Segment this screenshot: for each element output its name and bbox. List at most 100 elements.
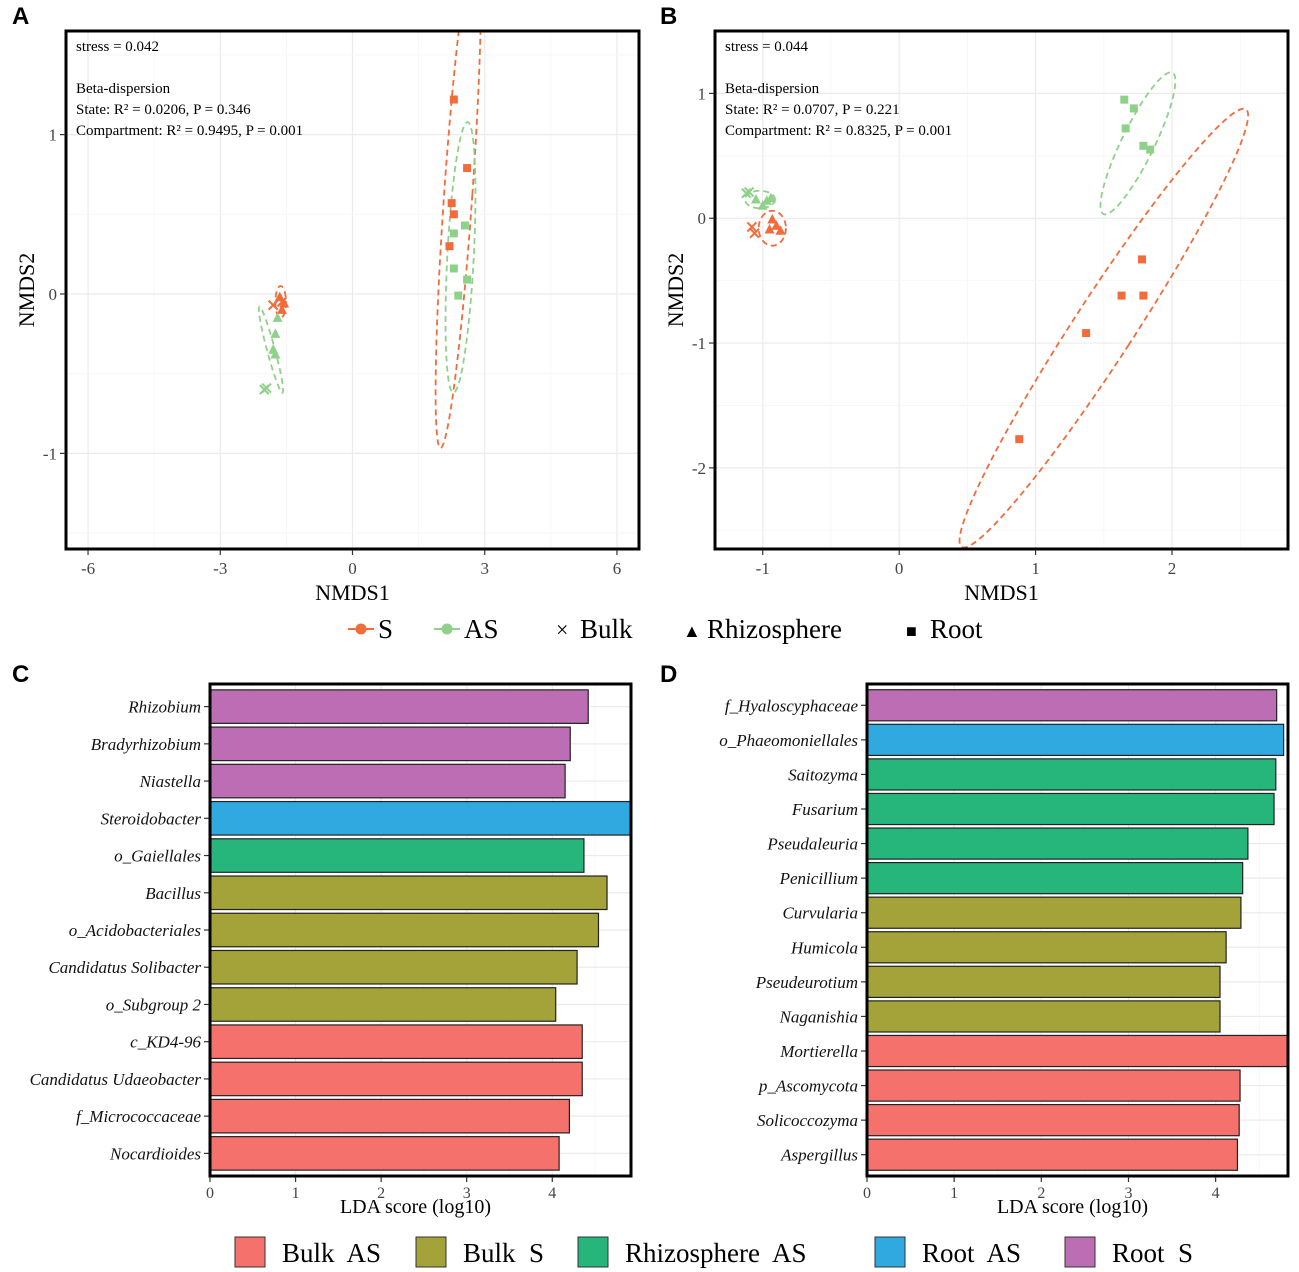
x-tick-label: 1 (292, 1185, 300, 1202)
stats-annotation: Beta-dispersion (76, 81, 171, 97)
x-tick-label: 2 (1168, 559, 1177, 578)
x-tick-label: 2 (1037, 1185, 1045, 1202)
point-as-rhizosphere (757, 200, 768, 210)
point-s-root (447, 199, 456, 208)
point-s-bulk (749, 227, 760, 239)
x-tick-label: 0 (895, 559, 904, 578)
category-label-mortierella: Mortierella (779, 1042, 858, 1061)
y-tick-label: -1 (692, 334, 706, 353)
stats-annotation: State: R² = 0.0206, P = 0.346 (76, 102, 251, 118)
x-axis-title: NMDS1 (315, 580, 390, 605)
legend-label-root-as: Root AS (922, 1238, 1021, 1268)
point-s-rhizosphere (771, 220, 782, 230)
x-tick-label: 0 (863, 1185, 871, 1202)
point-s-bulk (267, 299, 279, 311)
bar-candidatus-udaeobacter (209, 1061, 583, 1097)
category-label-aspergillus: Aspergillus (780, 1146, 858, 1165)
plot-frame (208, 682, 633, 1178)
category-label-rhizobium: Rhizobium (127, 698, 201, 717)
point-as-bulk (741, 188, 752, 199)
plot-data-area (741, 71, 1250, 549)
legend-swatch-rhizosphere-as (577, 1236, 609, 1268)
bar-mortierella (866, 1034, 1289, 1068)
x-axis-title: LDA score (log10) (997, 1196, 1148, 1218)
category-label-candidatus-solibacter: Candidatus Solibacter (48, 958, 201, 977)
lda-bar-chart-d: f_Hyaloscyphaceae o_Phaeomoniellales Saito… (719, 682, 1290, 1218)
nmds-plot-b: -1 0 1 2 -2 -1 0 1 NMDS1 NMDS2 stress = 0.044 Beta-… (663, 29, 1290, 605)
category-label-bacillus: Bacillus (145, 884, 201, 903)
x-tick-label: 4 (548, 1185, 556, 1202)
x-tick-label: 6 (613, 559, 622, 578)
confidence-ellipse-as (744, 189, 776, 210)
category-label-o-acidobacteriales: o_Acidobacteriales (69, 921, 202, 940)
x-axis-title: NMDS1 (964, 580, 1039, 605)
panel-label-a: A (12, 3, 29, 30)
legend-dot-s (355, 623, 367, 635)
point-as-rhizosphere (272, 312, 283, 322)
category-label-niastella: Niastella (139, 772, 201, 791)
category-label-pseudeurotium: Pseudeurotium (755, 973, 858, 992)
y-tick-label: -2 (692, 459, 706, 478)
y-tick-label: -1 (43, 444, 57, 463)
bar-naganishia (866, 1000, 1221, 1033)
point-s-root (449, 210, 458, 219)
legend-swatch-root-as (874, 1236, 906, 1268)
bar-steroidobacter (209, 800, 632, 836)
point-as-root (1121, 124, 1130, 133)
plot-frame (713, 29, 1290, 551)
x-tick-label: 3 (1124, 1185, 1132, 1202)
x-tick-label: -3 (213, 559, 227, 578)
x-tick-label: 1 (1031, 559, 1040, 578)
point-s-rhizosphere (276, 304, 287, 314)
legend-swatch-bulk-s (415, 1236, 447, 1268)
y-tick-label: 1 (698, 84, 707, 103)
x-tick-label: 2 (377, 1185, 385, 1202)
y-axis-title: NMDS2 (14, 253, 39, 328)
bar-p-ascomycota (866, 1069, 1241, 1102)
category-label-saitozyma: Saitozyma (788, 765, 858, 784)
bar-f-micrococcaceae (209, 1098, 570, 1134)
bar-o-gaiellales (209, 838, 585, 873)
point-as-rhizosphere (750, 194, 761, 204)
y-tick-label: 1 (49, 126, 58, 145)
bar-pseudaleuria (866, 827, 1249, 860)
legend-label-bulk-s: Bulk S (463, 1238, 544, 1268)
stats-annotation: stress = 0.044 (725, 39, 809, 55)
legend-symbol-rhizosphere: ▲ (683, 621, 701, 641)
bar-penicillium (866, 861, 1244, 895)
bar-fusarium (866, 792, 1275, 826)
point-as-rhizosphere (761, 195, 772, 205)
category-label-f-hyaloscyphaceae: f_Hyaloscyphaceae (725, 696, 859, 715)
confidence-ellipse-s (958, 107, 1250, 549)
point-s-rhizosphere (767, 213, 778, 224)
x-axis-title: LDA score (log10) (340, 1196, 491, 1218)
bar-nocardioides (209, 1136, 560, 1171)
legend-symbol-bulk: × (556, 617, 568, 642)
category-label-c-kd4-96: c_KD4-96 (130, 1033, 201, 1052)
point-s-rhizosphere (775, 225, 786, 235)
panel-label-d: D (660, 661, 677, 688)
bar-humicola (866, 931, 1227, 964)
plot-frame (64, 29, 641, 551)
legend-label-bulk: Bulk (580, 614, 633, 644)
point-as-root (1139, 141, 1148, 150)
point-s-root (449, 95, 458, 104)
confidence-ellipse-s (757, 209, 787, 247)
category-label-p-ascomycota: p_Ascomycota (758, 1077, 858, 1096)
point-as-root (460, 221, 469, 230)
x-tick-label: 4 (1212, 1185, 1220, 1202)
point-as-root (454, 291, 463, 300)
point-s-root (1139, 291, 1148, 300)
bar-color-legend: Bulk AS Bulk S Rhizosphere AS Root AS Root S (234, 1236, 1193, 1268)
point-as-bulk (743, 186, 755, 198)
x-tick-label: -1 (756, 559, 770, 578)
category-label-penicillium: Penicillium (779, 869, 858, 888)
point-s-root (1138, 255, 1147, 264)
x-tick-label: 0 (206, 1185, 214, 1202)
stats-annotation: stress = 0.042 (76, 39, 159, 55)
legend-symbol-root: ■ (906, 621, 917, 641)
legend-label-as: AS (464, 614, 499, 644)
category-label-naganishia: Naganishia (779, 1007, 858, 1026)
nmds-plot-a: -6 -3 0 3 6 -1 0 1 NMDS1 NMDS2 stress = 0.042 Beta-… (14, 29, 641, 605)
